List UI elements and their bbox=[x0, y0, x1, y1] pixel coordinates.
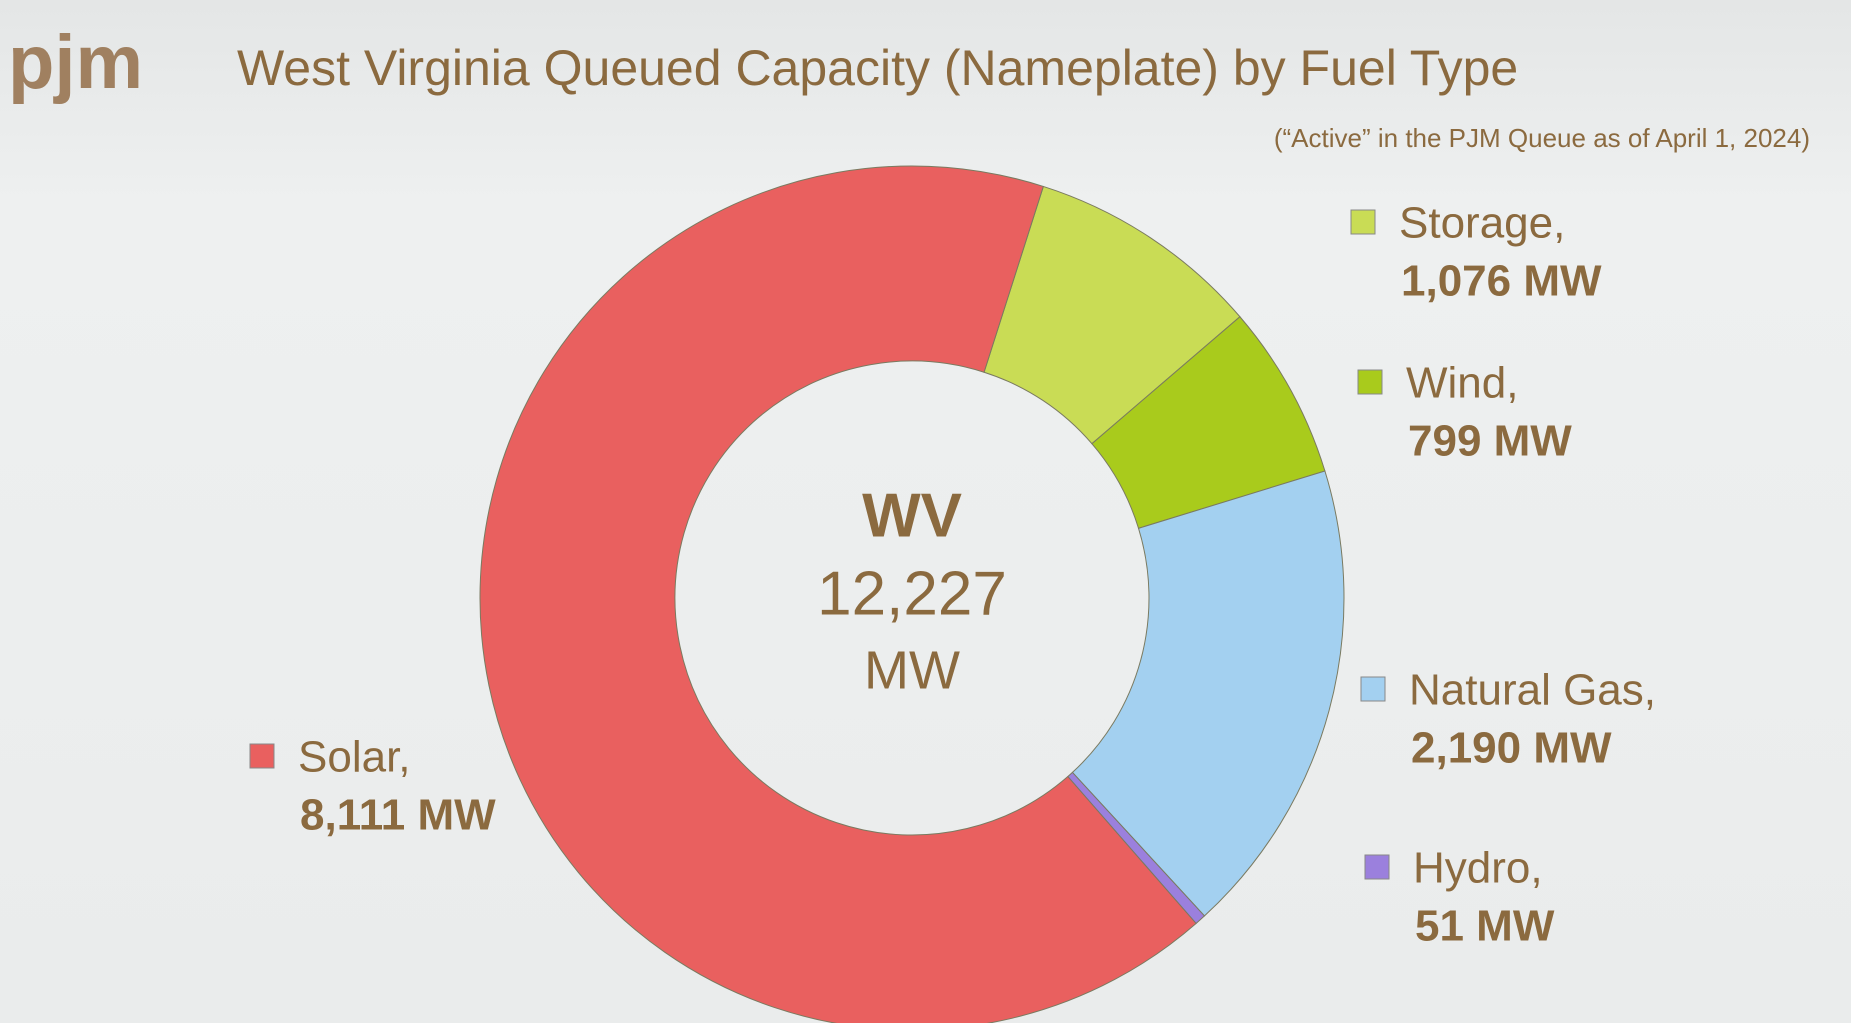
legend-swatch bbox=[249, 743, 275, 769]
data-label: 2,190 MW bbox=[1411, 724, 1612, 773]
legend-swatch bbox=[1357, 369, 1383, 395]
legend-name: Wind, bbox=[1406, 359, 1518, 408]
center-unit: MW bbox=[864, 640, 960, 700]
donut-slice bbox=[479, 165, 1197, 1023]
legend-swatch bbox=[1360, 676, 1386, 702]
legend-name: Solar, bbox=[298, 733, 411, 782]
data-label: 51 MW bbox=[1415, 902, 1555, 951]
legend-swatch bbox=[1364, 854, 1390, 880]
chart-title: West Virginia Queued Capacity (Nameplate… bbox=[237, 40, 1518, 96]
data-label: 1,076 MW bbox=[1401, 257, 1602, 306]
legend-name: Hydro, bbox=[1413, 844, 1543, 893]
legend-name: Storage, bbox=[1399, 199, 1565, 248]
logo: pjm bbox=[8, 20, 143, 105]
data-label: 799 MW bbox=[1408, 417, 1572, 466]
donut bbox=[479, 165, 1345, 1023]
center-title: WV bbox=[862, 481, 962, 550]
donut-slice bbox=[1071, 470, 1345, 917]
legend-swatch bbox=[1350, 209, 1376, 235]
center-value: 12,227 bbox=[817, 559, 1007, 628]
data-label: 8,111 MW bbox=[300, 791, 496, 840]
legend-name: Natural Gas, bbox=[1409, 666, 1656, 715]
chart-subtitle: (“Active” in the PJM Queue as of April 1… bbox=[1274, 123, 1810, 153]
